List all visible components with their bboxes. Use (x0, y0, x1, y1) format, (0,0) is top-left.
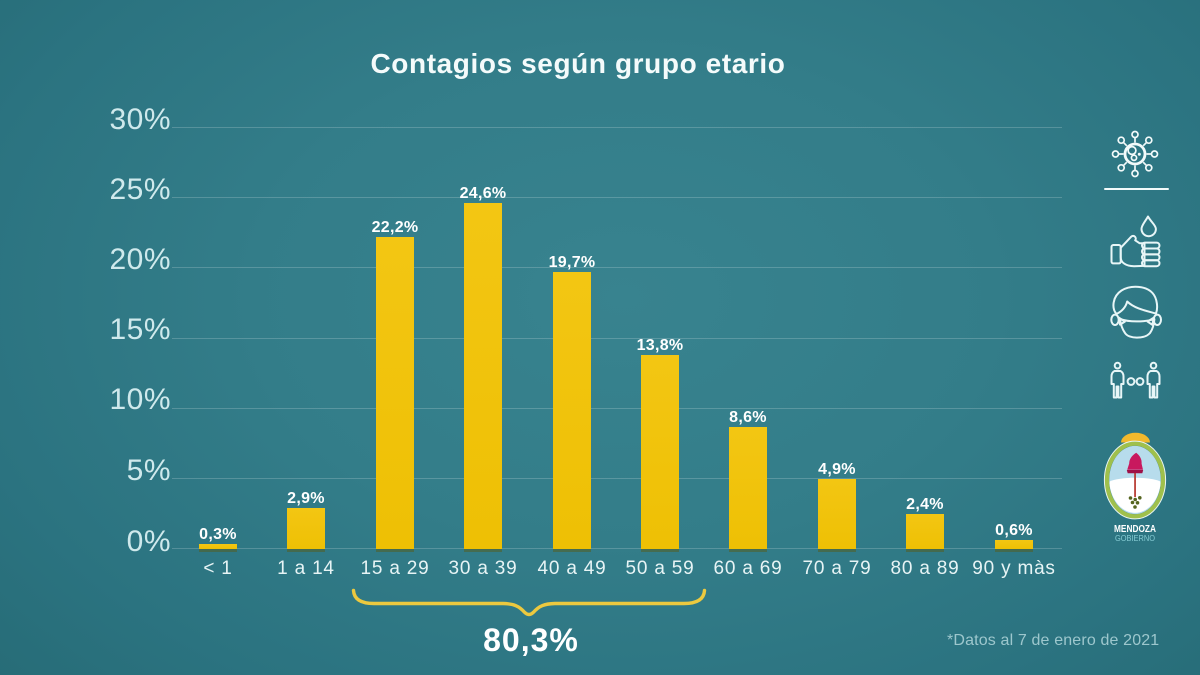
svg-text:MENDOZA: MENDOZA (1114, 524, 1156, 535)
svg-text:GOBIERNO: GOBIERNO (1115, 534, 1155, 543)
